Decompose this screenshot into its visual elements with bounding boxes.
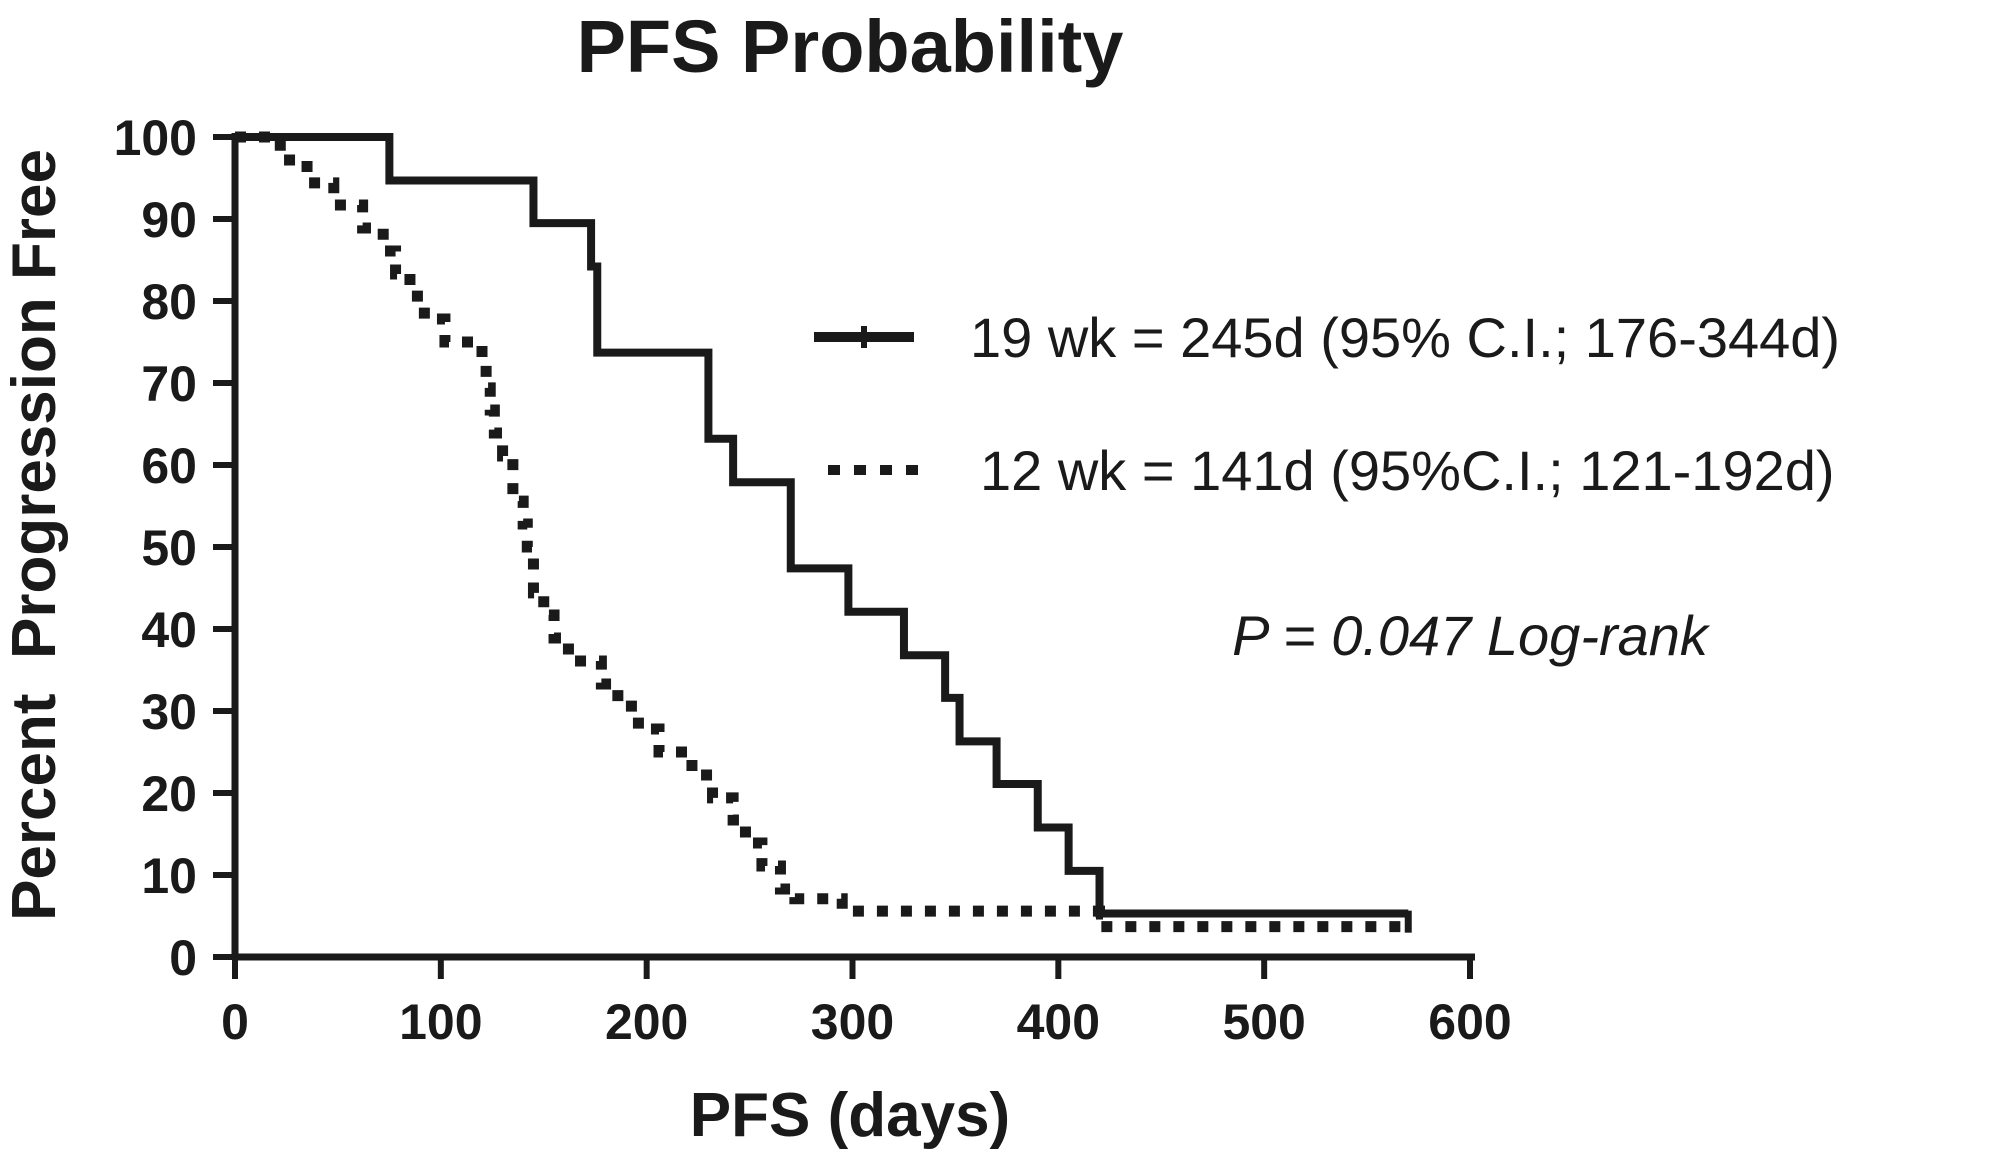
- x-axis-label: PFS (days): [690, 1081, 1010, 1150]
- y-tick-label: 70: [141, 356, 197, 412]
- km-curve-12wk: [235, 131, 1409, 933]
- y-tick-label: 20: [141, 766, 197, 822]
- y-tick-label: 100: [114, 110, 197, 166]
- legend-label-19wk: 19 wk = 245d (95% C.I.; 176-344d): [970, 306, 1840, 369]
- y-tick-label: 90: [141, 192, 197, 248]
- y-tick-label: 60: [141, 438, 197, 494]
- y-tick-label: 40: [141, 602, 197, 658]
- legend-label-12wk: 12 wk = 141d (95%C.I.; 121-192d): [980, 439, 1835, 502]
- chart-title: PFS Probability: [577, 5, 1124, 88]
- y-tick-label: 80: [141, 274, 197, 330]
- x-tick-label: 600: [1428, 994, 1511, 1050]
- x-tick-label: 500: [1222, 994, 1305, 1050]
- y-tick-label: 0: [169, 930, 197, 986]
- y-tick-label: 50: [141, 520, 197, 576]
- x-tick-label: 200: [605, 994, 688, 1050]
- x-tick-label: 100: [399, 994, 482, 1050]
- y-axis-label: Percent Progression Free: [0, 149, 69, 921]
- x-tick-label: 400: [1017, 994, 1100, 1050]
- axis-ticks: 0 100 200 300 400 500 600 0 10 20 30 40 50 60 70 80 90 10…: [114, 110, 1512, 1050]
- x-tick-label: 300: [811, 994, 894, 1050]
- y-tick-label: 10: [141, 848, 197, 904]
- p-value-annotation: P = 0.047 Log-rank: [1232, 604, 1711, 667]
- x-tick-label: 0: [221, 994, 249, 1050]
- series-layer: [235, 131, 1412, 933]
- legend: 19 wk = 245d (95% C.I.; 176-344d) 12 wk …: [814, 306, 1840, 502]
- y-tick-label: 30: [141, 684, 197, 740]
- km-curve-19wk: [235, 133, 1409, 918]
